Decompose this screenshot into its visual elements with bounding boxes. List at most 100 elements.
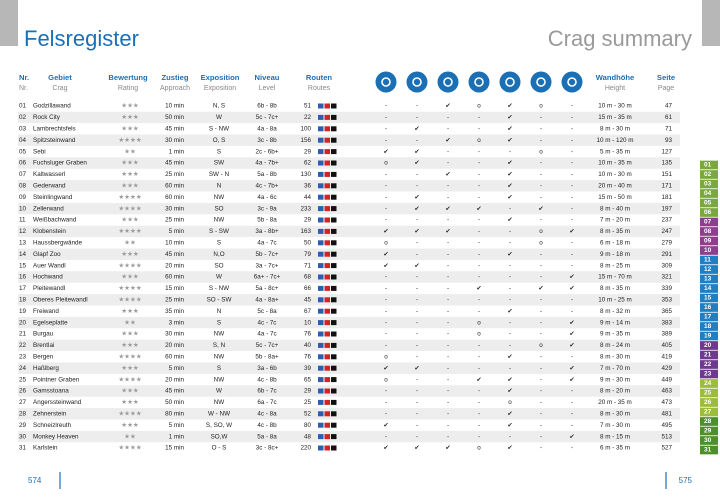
icon-cell: ✔: [507, 194, 512, 201]
icon-cell: -: [571, 239, 573, 246]
cell: 20 min: [165, 376, 184, 383]
grade-square: [331, 308, 337, 314]
cell: 60 min: [165, 353, 184, 360]
icon-cell: -: [385, 114, 387, 121]
section-tab: [700, 189, 718, 198]
grade-square: [324, 377, 330, 383]
grade-square: [331, 411, 337, 417]
section-tab-label: 06: [704, 209, 712, 216]
cell: 8 m - 32 m: [600, 308, 630, 315]
icon-cell: -: [385, 217, 387, 224]
column-header: Seite: [657, 73, 675, 82]
cell: 23: [19, 353, 27, 360]
cell: 5b - 7c+: [256, 251, 279, 258]
icon-cell: -: [509, 296, 511, 303]
cell: Fuchsluger Graben: [33, 160, 87, 167]
cell: 9 m - 35 m: [600, 331, 630, 338]
cell: ★★: [124, 433, 136, 440]
icon-cell: -: [571, 410, 573, 417]
cell: SO: [214, 205, 223, 212]
icon-cell: -: [478, 274, 480, 281]
icon-cell: -: [540, 353, 542, 360]
grade-square: [331, 377, 337, 383]
section-tab-label: 28: [704, 418, 712, 425]
cell: SW: [214, 160, 224, 167]
icon-glyph: [536, 77, 546, 87]
cell: Egelseplatte: [33, 319, 68, 326]
cell: 321: [661, 274, 672, 281]
icon: [406, 71, 428, 93]
icon-cell: -: [385, 171, 387, 178]
grade-square: [318, 274, 324, 280]
cell: 309: [661, 262, 672, 269]
icon-cell: -: [478, 228, 480, 235]
icon-glyph: [381, 77, 391, 87]
icon-cell: -: [447, 353, 449, 360]
cell: 50: [304, 239, 312, 246]
cell: 5c - 7c+: [256, 342, 279, 349]
cell: 52: [304, 410, 312, 417]
cell: NW: [214, 194, 225, 201]
cell: Brentlai: [33, 342, 54, 349]
column-header: Gebiet: [48, 73, 72, 82]
icon-cell: -: [540, 422, 542, 429]
grade-square: [318, 399, 324, 405]
icon-cell: -: [540, 114, 542, 121]
cell: Weißbachwand: [33, 217, 77, 224]
section-tab: [700, 398, 718, 407]
cell: N: [217, 308, 222, 315]
cell: Rock City: [33, 114, 61, 121]
grade-square: [331, 365, 337, 371]
cell: 8 m - 24 m: [600, 342, 630, 349]
cell: 4c - 8b: [257, 376, 277, 383]
cell: 26: [19, 388, 27, 395]
icon-cell: ✔: [414, 205, 419, 212]
grade-square: [331, 217, 337, 223]
cell: 383: [661, 319, 672, 326]
icon-cell: -: [447, 182, 449, 189]
icon-cell: ✔: [538, 205, 543, 212]
icon-cell: ✔: [507, 137, 512, 144]
icon-glyph: [567, 77, 577, 87]
icon: [530, 71, 552, 93]
cell: Steinlingwand: [33, 194, 73, 201]
grade-square: [331, 206, 337, 212]
cell: 20 m - 35 m: [598, 399, 632, 406]
section-tab: [700, 369, 718, 379]
icon-cell: -: [571, 399, 573, 406]
cell: 135: [661, 160, 672, 167]
cell: S - NW: [209, 285, 229, 292]
cell: 30 min: [165, 137, 184, 144]
cell: NW: [214, 353, 225, 360]
icon-cell: ✔: [569, 228, 574, 235]
cell: 06: [19, 160, 27, 167]
cell: 02: [19, 114, 27, 121]
cell: N, S: [213, 103, 225, 110]
icon-cell: ✔: [476, 205, 481, 212]
corner-strip: [702, 0, 720, 46]
row-shade: [18, 339, 680, 352]
icon-cell: o: [539, 228, 543, 235]
column-header-en: Approach: [160, 85, 190, 92]
cell: 29: [304, 217, 312, 224]
cell: 7 m - 20 m: [600, 217, 630, 224]
cell: 20 m - 40 m: [598, 182, 632, 189]
icon-cell: o: [539, 342, 543, 349]
grade-square: [318, 308, 324, 314]
cell: 29: [304, 388, 312, 395]
cell: 10 m - 35 m: [598, 160, 632, 167]
cell: 237: [661, 217, 672, 224]
section-tab-label: 21: [704, 352, 712, 359]
icon-cell: -: [478, 114, 480, 121]
section-tab-label: 26: [704, 399, 712, 406]
grade-square: [331, 114, 337, 120]
cell: 8 m - 25 m: [600, 262, 630, 269]
cell: ★★: [124, 240, 136, 247]
cell: 4a - 8a+: [255, 296, 279, 303]
cell: 07: [19, 171, 27, 178]
cell: Haßlberg: [33, 365, 59, 372]
cell: Bergen: [33, 353, 54, 360]
section-tab-label: 23: [704, 371, 712, 378]
icon-cell: -: [447, 399, 449, 406]
